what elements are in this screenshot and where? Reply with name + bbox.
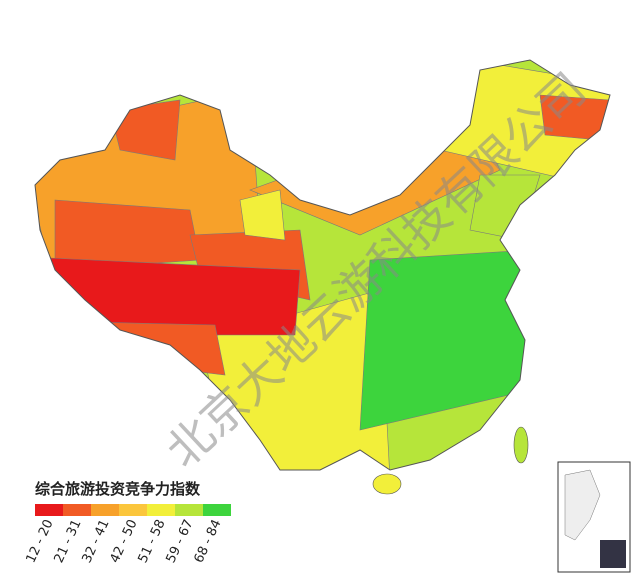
region — [89, 321, 226, 376]
legend-swatch — [119, 504, 147, 516]
legend-swatch — [175, 504, 203, 516]
inset-land — [564, 469, 601, 541]
legend-swatch — [147, 504, 175, 516]
inset-sea — [600, 540, 626, 568]
region — [109, 99, 181, 161]
legend-swatch — [203, 504, 231, 516]
border — [34, 59, 611, 471]
legend-swatch — [63, 504, 91, 516]
region — [239, 189, 286, 241]
legend-swatch — [35, 504, 63, 516]
legend-label: 68 - 84 — [192, 517, 225, 565]
legend-swatch — [91, 504, 119, 516]
region — [49, 257, 301, 336]
taiwan — [513, 426, 529, 464]
hainan — [372, 473, 402, 495]
legend-title: 综合旅游投资竞争力指数 — [35, 480, 201, 498]
